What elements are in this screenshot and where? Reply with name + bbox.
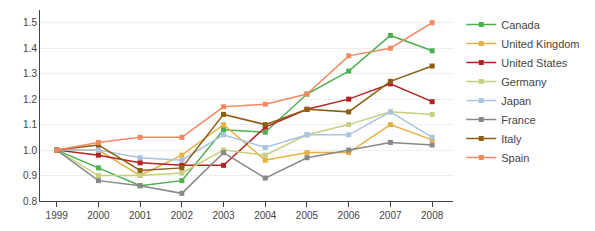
svg-text:1.2: 1.2 (23, 94, 37, 105)
svg-text:0.9: 0.9 (23, 170, 37, 181)
svg-text:2007: 2007 (379, 210, 402, 221)
svg-text:1.0: 1.0 (23, 145, 37, 156)
svg-text:2003: 2003 (212, 210, 235, 221)
svg-text:1.4: 1.4 (23, 43, 37, 54)
svg-text:0.8: 0.8 (23, 196, 37, 207)
svg-text:1.1: 1.1 (23, 119, 37, 130)
svg-text:2000: 2000 (87, 210, 110, 221)
svg-text:United Kingdom: United Kingdom (501, 38, 579, 50)
svg-text:2001: 2001 (129, 210, 152, 221)
svg-text:Canada: Canada (501, 19, 540, 31)
svg-text:1999: 1999 (46, 210, 69, 221)
svg-text:France: France (501, 114, 535, 126)
svg-text:2002: 2002 (171, 210, 194, 221)
svg-text:2006: 2006 (338, 210, 361, 221)
svg-text:1.5: 1.5 (23, 17, 37, 28)
svg-text:Japan: Japan (501, 95, 531, 107)
svg-text:Germany: Germany (501, 76, 547, 88)
svg-text:Italy: Italy (501, 133, 522, 145)
svg-text:2008: 2008 (421, 210, 444, 221)
svg-text:Spain: Spain (501, 152, 529, 164)
svg-text:1.3: 1.3 (23, 68, 37, 79)
svg-text:2004: 2004 (254, 210, 277, 221)
svg-text:United States: United States (501, 57, 568, 69)
svg-text:2005: 2005 (296, 210, 319, 221)
